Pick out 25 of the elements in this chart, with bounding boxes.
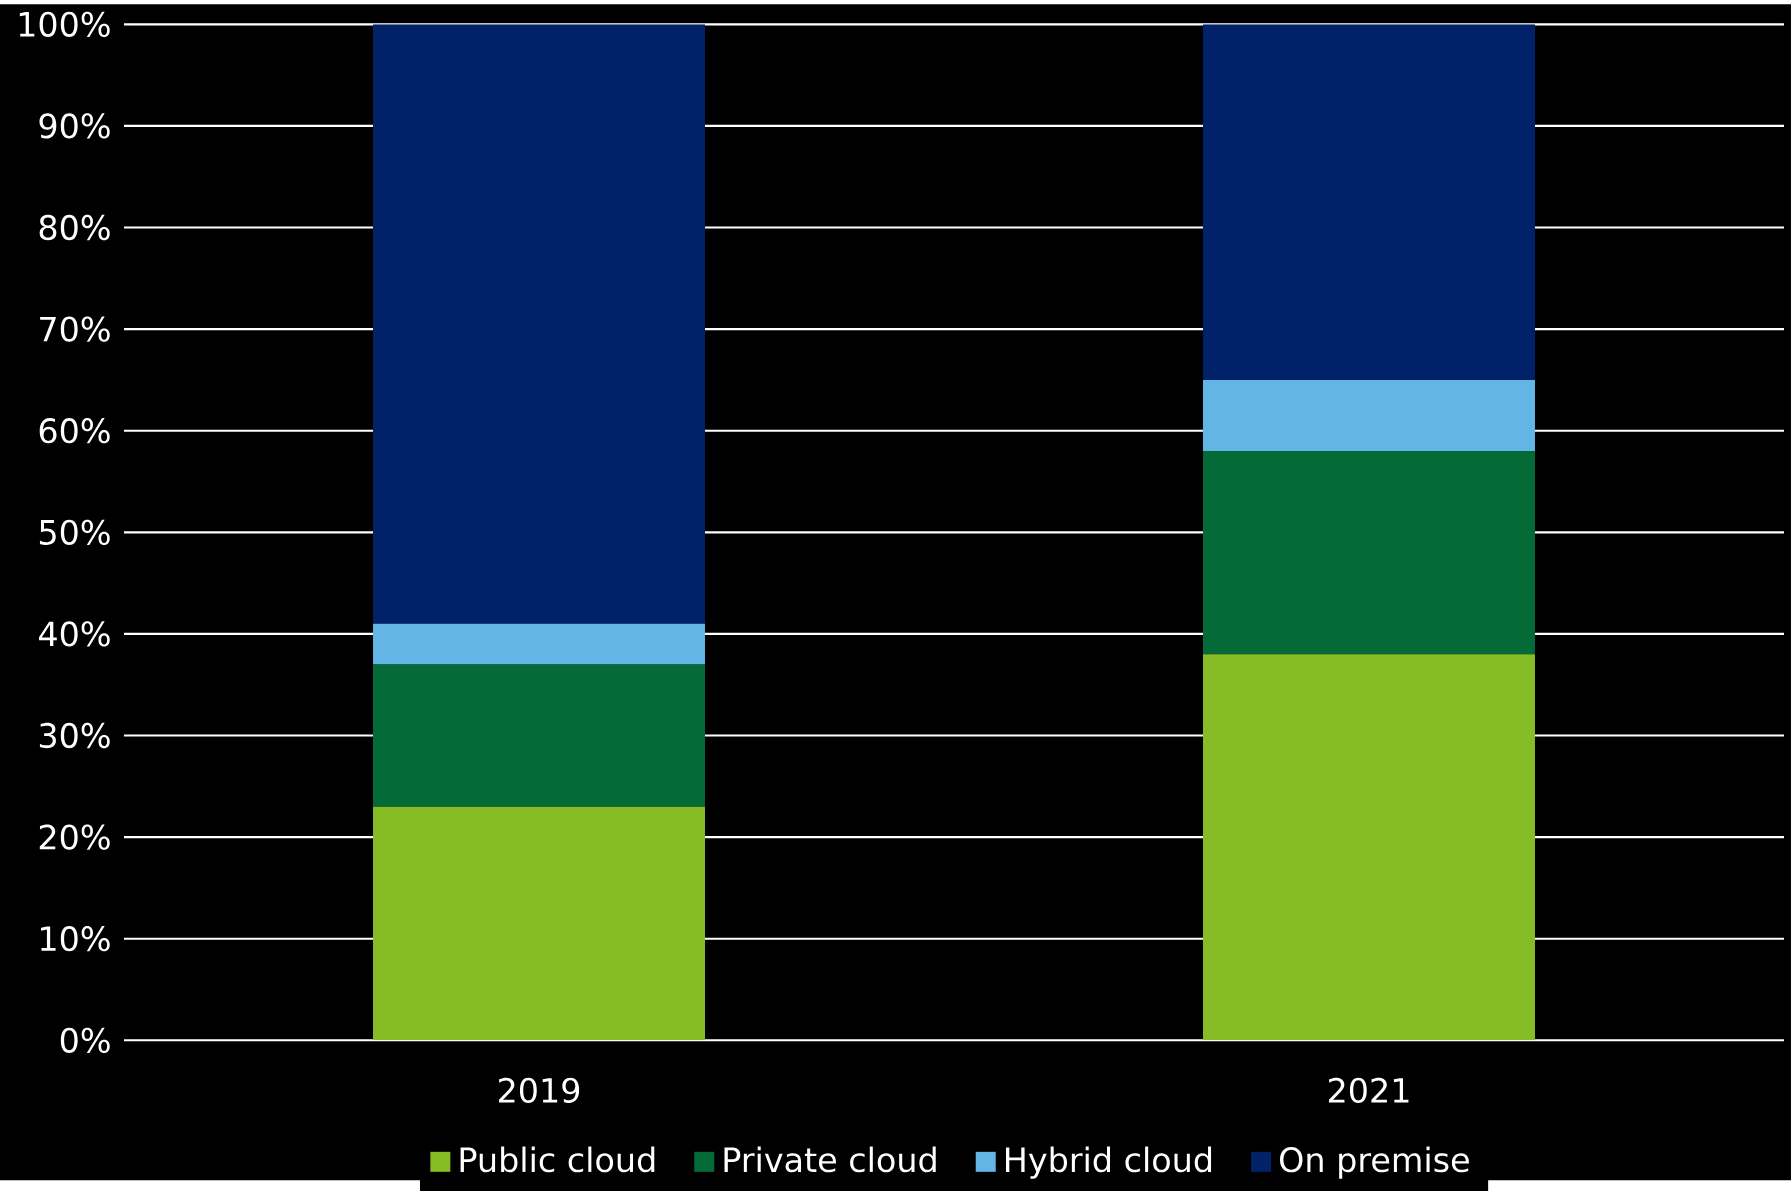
y-tick-label: 90% bbox=[39, 113, 110, 139]
y-tick-label: 50% bbox=[39, 519, 110, 545]
legend-label: On premise bbox=[1279, 1146, 1469, 1179]
legend-label: Public cloud bbox=[460, 1146, 655, 1173]
bar bbox=[373, 806, 705, 1041]
y-tick-label: 40% bbox=[39, 621, 110, 647]
bar bbox=[1203, 450, 1535, 655]
legend-label: Hybrid cloud bbox=[1006, 1146, 1212, 1179]
bar bbox=[373, 623, 705, 665]
y-tick-label: 10% bbox=[41, 925, 110, 952]
bar bbox=[1203, 654, 1535, 1041]
bar bbox=[1203, 379, 1535, 451]
bar bbox=[373, 664, 705, 807]
bar bbox=[373, 24, 705, 624]
y-tick-label: 100% bbox=[19, 11, 110, 37]
legend-label: Private cloud bbox=[724, 1146, 936, 1173]
y-tick-label: 0% bbox=[60, 1027, 110, 1053]
y-tick-label: 80% bbox=[39, 214, 110, 241]
bar bbox=[1203, 24, 1535, 380]
y-tick-label: 20% bbox=[39, 824, 110, 850]
x-tick-label: 2019 bbox=[498, 1077, 580, 1103]
y-tick-label: 30% bbox=[39, 722, 110, 749]
y-tick-label: 70% bbox=[40, 316, 110, 342]
y-tick-label: 60% bbox=[39, 417, 110, 444]
x-tick-label: 2021 bbox=[1328, 1077, 1409, 1103]
